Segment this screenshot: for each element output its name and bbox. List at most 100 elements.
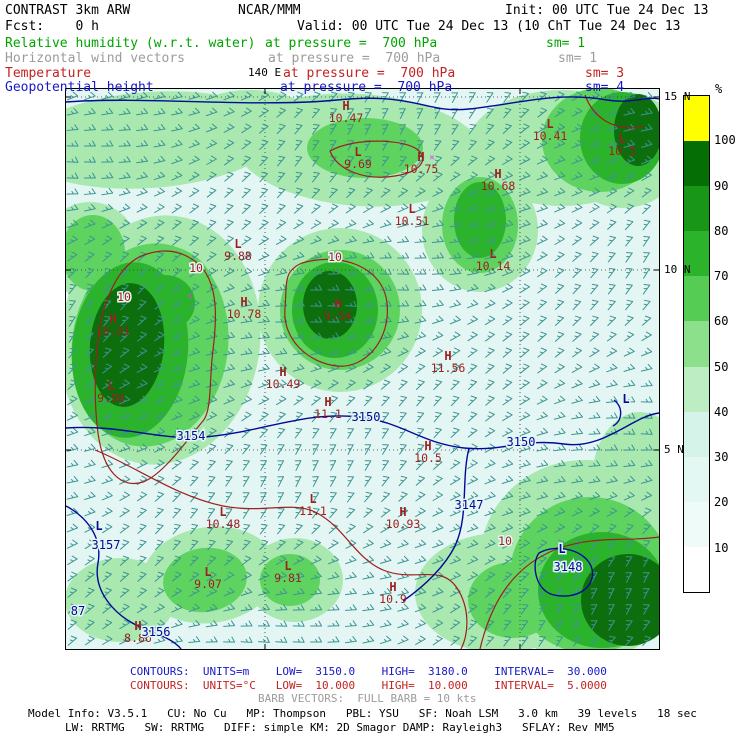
wind-barb bbox=[554, 267, 565, 278]
wind-barb bbox=[624, 507, 635, 518]
height-contour-line bbox=[65, 412, 660, 450]
wind-barb bbox=[606, 155, 618, 165]
height-contour-label: 3150 bbox=[507, 435, 536, 449]
wind-barb bbox=[503, 619, 512, 631]
wind-barb bbox=[467, 619, 478, 630]
wind-barb bbox=[241, 219, 252, 230]
wind-barb bbox=[118, 91, 131, 100]
wind-barb bbox=[172, 267, 182, 278]
wind-barb bbox=[433, 379, 443, 390]
wind-barb bbox=[642, 236, 651, 247]
wind-barb bbox=[101, 91, 114, 100]
wind-barb bbox=[640, 460, 653, 468]
wind-barb bbox=[292, 268, 305, 276]
wind-barb bbox=[380, 347, 392, 357]
wind-barb bbox=[502, 571, 513, 582]
wind-barb bbox=[293, 219, 304, 230]
height-contour-label: 3150 bbox=[352, 410, 381, 424]
wind-barb bbox=[153, 108, 166, 116]
height-contour-label: 3148 bbox=[554, 560, 583, 574]
wind-barb bbox=[449, 523, 461, 533]
wind-barb bbox=[344, 284, 357, 291]
wind-barb bbox=[573, 604, 580, 615]
wind-barb bbox=[449, 315, 461, 325]
wind-barb bbox=[364, 491, 373, 503]
wind-barb bbox=[623, 412, 636, 419]
wind-barb bbox=[466, 219, 479, 228]
wind-barb bbox=[241, 555, 252, 566]
wind-barb bbox=[433, 395, 442, 407]
temp-hl-letter: H bbox=[424, 439, 431, 453]
wind-barb bbox=[171, 331, 183, 341]
wind-barb bbox=[327, 588, 340, 596]
wind-barb bbox=[345, 219, 357, 229]
wind-barb bbox=[571, 155, 583, 165]
temp-hl-value: 9.07 bbox=[194, 577, 222, 591]
wind-barb bbox=[414, 331, 427, 341]
wind-barb bbox=[466, 203, 479, 212]
wind-barb bbox=[607, 283, 616, 295]
wind-barb bbox=[625, 572, 633, 583]
wind-barb bbox=[519, 187, 531, 197]
wind-barb bbox=[328, 539, 339, 550]
wind-barb bbox=[277, 155, 286, 167]
wind-barb bbox=[137, 555, 147, 566]
wind-barb bbox=[501, 251, 514, 261]
field-temp-label: Temperature bbox=[5, 66, 92, 81]
wind-barb bbox=[120, 283, 129, 295]
wind-barb bbox=[623, 491, 635, 501]
wind-barb bbox=[381, 460, 390, 471]
wind-barb bbox=[258, 379, 270, 389]
wind-barb bbox=[625, 283, 633, 295]
wind-barb bbox=[466, 236, 479, 244]
wind-barb bbox=[485, 635, 495, 647]
wind-barb bbox=[468, 379, 478, 390]
wind-barb bbox=[414, 619, 426, 629]
wind-barb bbox=[432, 491, 444, 501]
wind-barb bbox=[240, 587, 253, 596]
wind-barb bbox=[364, 108, 372, 119]
wind-barb bbox=[258, 219, 269, 230]
wind-barb bbox=[345, 379, 356, 390]
wind-barb bbox=[120, 267, 129, 279]
wind-barb bbox=[224, 171, 234, 182]
wind-barb bbox=[641, 491, 653, 501]
wind-barb bbox=[346, 395, 356, 406]
temperature-contour-line bbox=[584, 94, 644, 129]
wind-barb bbox=[310, 555, 322, 565]
wind-barb bbox=[84, 491, 96, 500]
wind-barb bbox=[83, 156, 96, 163]
wind-barb bbox=[362, 539, 374, 549]
wind-barb bbox=[294, 123, 303, 135]
wind-barb bbox=[520, 315, 530, 326]
wind-barb bbox=[85, 283, 94, 295]
wind-barb bbox=[590, 555, 599, 567]
wind-barb bbox=[484, 283, 496, 293]
wind-barb bbox=[153, 140, 166, 148]
field-height-smoothing: sm= 4 bbox=[585, 80, 625, 95]
wind-barb bbox=[102, 571, 112, 582]
wind-barb bbox=[67, 251, 78, 262]
wind-barb bbox=[292, 571, 305, 580]
wind-barb bbox=[346, 444, 354, 455]
wind-barb bbox=[345, 539, 357, 549]
wind-barb bbox=[171, 411, 183, 421]
wind-barb bbox=[86, 316, 94, 327]
wind-barb bbox=[606, 363, 618, 373]
wind-barb bbox=[571, 171, 583, 181]
wind-barb bbox=[572, 235, 582, 246]
wind-barb bbox=[624, 219, 634, 231]
colorbar-tick-label: 80 bbox=[714, 223, 729, 238]
wind-barb bbox=[415, 507, 426, 517]
wind-barb bbox=[362, 219, 374, 229]
wind-barb bbox=[137, 507, 147, 518]
temp-hl-letter: L bbox=[354, 145, 361, 159]
wind-barb bbox=[380, 363, 391, 374]
wind-barb bbox=[537, 539, 548, 550]
height-contour-label: L bbox=[622, 392, 629, 406]
wind-barb bbox=[84, 507, 96, 517]
temp-hl-value: 10.78 bbox=[227, 307, 262, 321]
wind-barb bbox=[101, 395, 113, 405]
wind-barb bbox=[625, 268, 633, 279]
